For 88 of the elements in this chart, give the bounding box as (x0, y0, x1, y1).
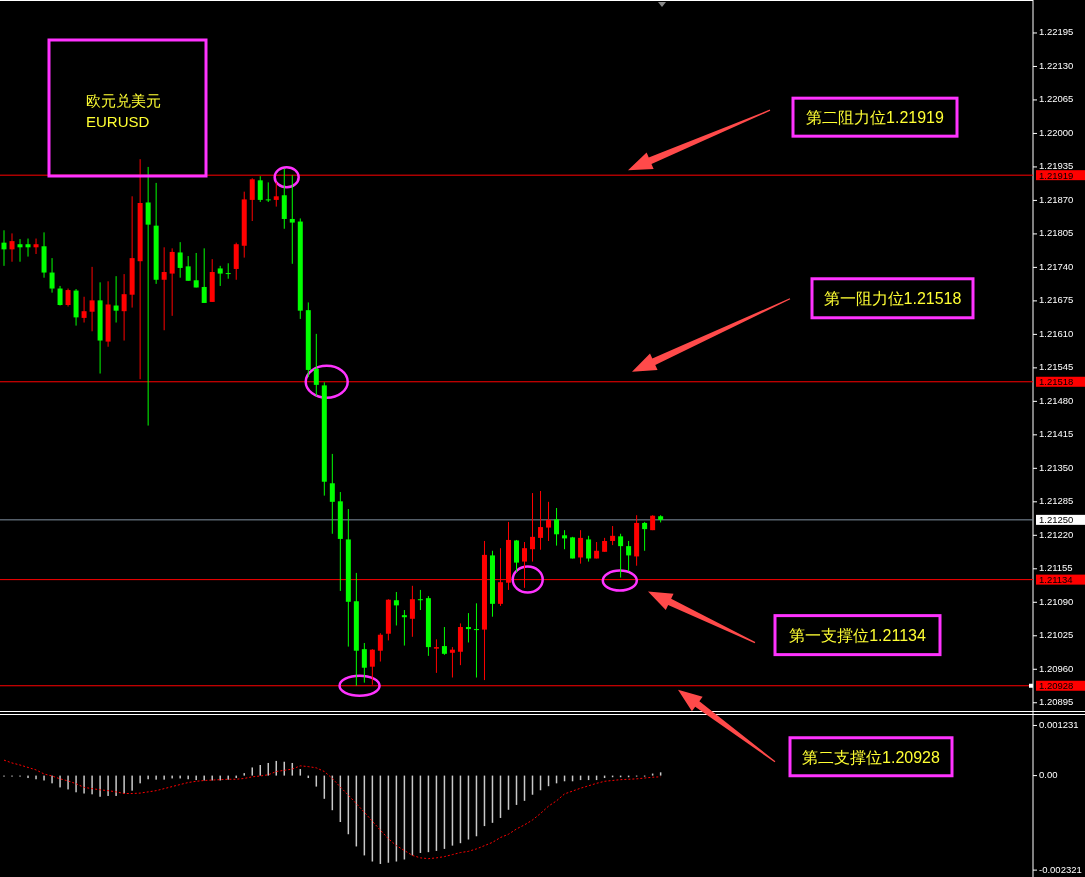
y-tick-label: 1.22130 (1039, 59, 1074, 71)
candlestick (121, 273, 127, 342)
y-tick-label: 1.22000 (1039, 126, 1074, 138)
candlestick (217, 265, 223, 287)
y-tick-label: 1.21480 (1039, 394, 1074, 406)
candlestick (409, 585, 415, 638)
y-tick-label: 1.21350 (1039, 461, 1074, 473)
candlestick (193, 252, 199, 288)
y-tick-label: 1.21415 (1039, 428, 1074, 440)
line-series (3, 759, 662, 860)
y-tick-label: 1.21935 (1039, 160, 1074, 172)
candlestick (554, 507, 560, 547)
candlestick (289, 174, 295, 265)
y-tick-label: 1.21220 (1039, 528, 1074, 540)
candlestick (65, 288, 71, 308)
y-tick-label: 1.21675 (1039, 294, 1074, 306)
candlestick (449, 646, 455, 679)
candlestick (281, 167, 287, 230)
candlestick (9, 232, 15, 263)
candlestick (530, 492, 536, 563)
candlestick (465, 612, 471, 643)
ref-line-label: 1.21134 (1039, 574, 1073, 586)
annotation: 第二支撑位1.20928 (802, 748, 941, 766)
candlestick (17, 238, 23, 263)
annotation: 第二阻力位1.21919 (806, 109, 945, 127)
candlestick (113, 275, 119, 324)
y-tick-label: 1.21285 (1039, 495, 1074, 507)
candlestick (169, 247, 175, 317)
candlestick (89, 266, 95, 332)
candlestick (25, 238, 31, 258)
y-tick-label: 1.21025 (1039, 629, 1074, 641)
candlestick (257, 175, 263, 203)
ref-line-label: 1.21518 (1039, 376, 1074, 388)
y-tick-label: 1.22195 (1039, 26, 1074, 38)
annotation: 第一支撑位1.21134 (789, 627, 926, 645)
y-tick-label: -0.002321 (1039, 863, 1082, 875)
candlestick (361, 642, 367, 684)
candlestick (562, 529, 568, 550)
candlestick (313, 333, 319, 397)
candlestick (578, 529, 584, 565)
y-tick-label: 1.21610 (1039, 327, 1074, 339)
candlestick (81, 296, 87, 324)
candlestick (514, 539, 519, 573)
candlestick (642, 521, 648, 552)
candlestick (610, 525, 616, 546)
candlestick (441, 626, 447, 656)
candlestick (417, 589, 423, 611)
ref-line-label: 1.21250 (1039, 514, 1074, 526)
y-tick-label: 0.001231 (1039, 718, 1079, 730)
y-tick-label: 1.21870 (1039, 193, 1074, 205)
y-tick-label: 1.21805 (1039, 227, 1074, 239)
candlestick (329, 453, 335, 535)
candlestick (49, 257, 55, 294)
candlestick (177, 241, 183, 279)
candlestick (273, 181, 279, 208)
y-tick-label: 1.21090 (1039, 595, 1074, 607)
ref-line-label: 1.20928 (1039, 680, 1074, 692)
text: 欧元兑美元 (86, 92, 161, 109)
annotation: 第一阻力位1.21518 (823, 290, 962, 308)
candlestick (626, 540, 632, 572)
candlestick (586, 535, 592, 563)
candlestick (57, 285, 63, 307)
candlestick (249, 177, 255, 222)
ref-line-label: 1.21919 (1039, 169, 1074, 181)
text: EURUSD (86, 113, 150, 130)
candlestick (538, 490, 544, 551)
candlestick (265, 181, 271, 203)
candlestick (546, 501, 552, 542)
candlestick (225, 262, 231, 280)
candlestick (185, 255, 191, 282)
y-tick-label: 0.00 (1039, 769, 1058, 781)
candlestick (618, 533, 624, 579)
candlestick (377, 632, 383, 663)
candlestick (401, 609, 407, 647)
y-tick-label: 1.21155 (1039, 562, 1073, 574)
y-tick-label: 1.21740 (1039, 260, 1074, 272)
candlestick (33, 238, 39, 255)
y-tick-label: 1.20960 (1039, 662, 1074, 674)
candlestick (145, 166, 151, 427)
candlestick (1, 229, 7, 267)
y-tick-label: 1.20895 (1039, 696, 1074, 708)
y-tick-label: 1.21545 (1039, 361, 1074, 373)
candlestick (201, 247, 207, 304)
candlestick (473, 602, 479, 679)
candlestick (393, 591, 399, 626)
y-tick-label: 1.22065 (1039, 93, 1074, 105)
candlestick (161, 246, 167, 331)
candlestick (433, 638, 439, 674)
